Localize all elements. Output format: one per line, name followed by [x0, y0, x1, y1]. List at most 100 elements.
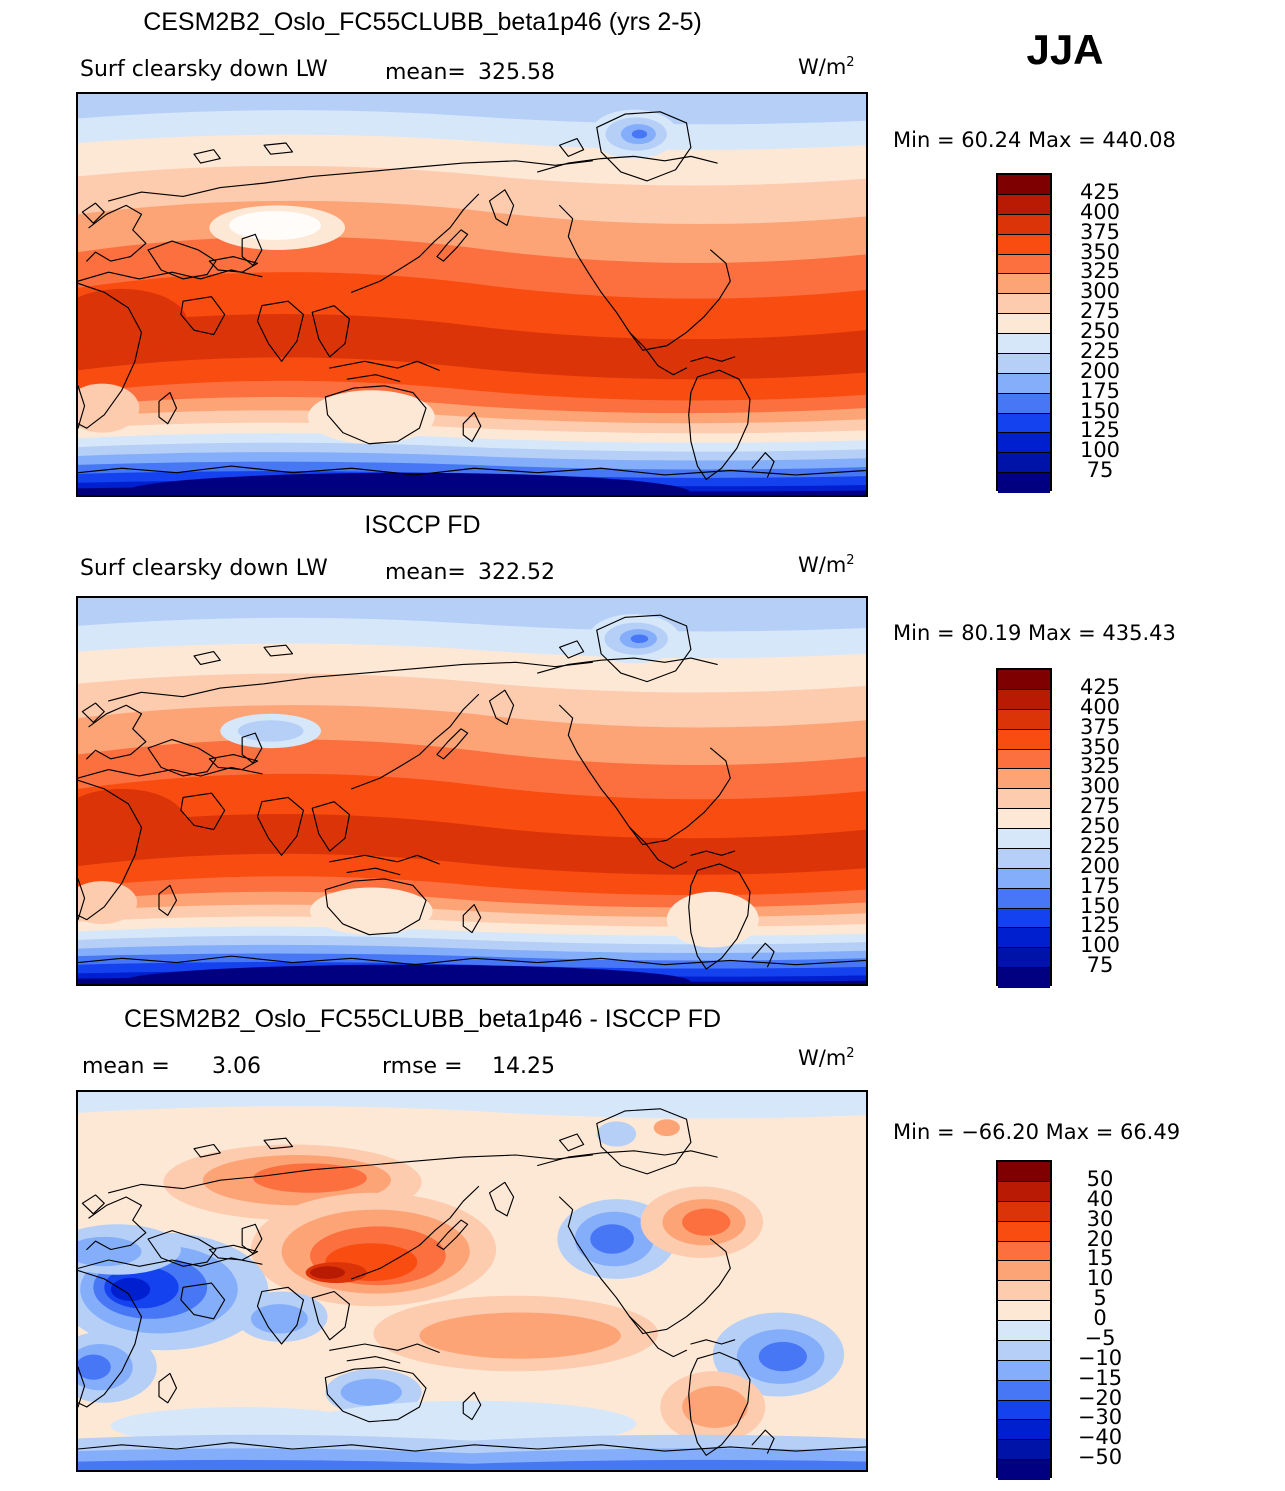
colorbar-band: [998, 1340, 1050, 1361]
colorbar-tick-label: −50: [1077, 1445, 1123, 1470]
colorbar-band: [998, 1420, 1050, 1441]
colorbar-band: [998, 175, 1050, 195]
colorbar-tick-label: 375: [1079, 219, 1121, 244]
colorbar-bands-model: [996, 173, 1052, 493]
colorbar-band: [998, 1162, 1050, 1182]
colorbar-tick-label: 200: [1079, 853, 1121, 878]
colorbar-tick-label: 20: [1086, 1226, 1114, 1251]
colorbar-tick-label: 350: [1079, 734, 1121, 759]
colorbar-tick-label: −10: [1077, 1345, 1123, 1370]
mean-label-difference: mean =: [82, 1054, 170, 1079]
colorbar-tick-label: 425: [1079, 674, 1121, 699]
colorbar-tick-label: 175: [1079, 873, 1121, 898]
colorbar-band: [998, 274, 1050, 295]
mean-label-observation: mean=: [385, 560, 466, 585]
colorbar-tick-label: 150: [1079, 893, 1121, 918]
units-difference: W/m2: [798, 1046, 855, 1070]
colorbar-band: [998, 393, 1050, 414]
colorbar-tick-label: 300: [1079, 279, 1121, 304]
colorbar-tick-label: 400: [1079, 694, 1121, 719]
colorbar-band: [998, 1321, 1050, 1341]
colorbar-tick-label: 400: [1079, 199, 1121, 224]
colorbar-band: [998, 689, 1050, 710]
colorbar-band: [998, 353, 1050, 374]
colorbar-tick-label: 250: [1079, 319, 1121, 343]
colorbar-tick-label: 75: [1086, 953, 1114, 978]
panel-title-observation: ISCCP FD: [364, 511, 481, 539]
colorbar-band: [998, 829, 1050, 849]
colorbar-tick-label: 200: [1079, 358, 1121, 383]
colorbar-tick-label: 125: [1079, 913, 1121, 938]
mean-label-model: mean=: [385, 60, 466, 85]
colorbar-tick-label: −5: [1084, 1325, 1116, 1350]
colorbar-band: [998, 214, 1050, 235]
colorbar-band: [998, 1380, 1050, 1401]
colorbar-band: [998, 1201, 1050, 1222]
season-label: JJA: [1026, 26, 1104, 73]
colorbar-bands-observation: [996, 668, 1052, 988]
map-difference: [76, 1090, 868, 1472]
colorbar-tick-label: 100: [1079, 438, 1121, 463]
colorbar-band: [998, 928, 1050, 949]
colorbar-band: [998, 413, 1050, 434]
colorbar-tick-label: 125: [1079, 418, 1121, 443]
colorbar-band: [998, 314, 1050, 334]
colorbar-band: [998, 334, 1050, 354]
colorbar-tick-label: 325: [1079, 754, 1121, 779]
colorbar-band: [998, 234, 1050, 255]
colorbar-bands-difference: [996, 1160, 1052, 1480]
map-observation: [76, 596, 868, 986]
colorbar-tick-label: 50: [1086, 1166, 1114, 1191]
rmse-label-difference: rmse =: [382, 1054, 463, 1079]
colorbar-tick-label: 225: [1079, 833, 1121, 858]
minmax-difference: Min = −66.20 Max = 66.49: [893, 1120, 1181, 1144]
colorbar-band: [998, 948, 1050, 969]
colorbar-band: [998, 888, 1050, 909]
minmax-observation: Min = 80.19 Max = 435.43: [893, 621, 1176, 645]
colorbar-tick-label: 350: [1079, 239, 1121, 264]
minmax-model: Min = 60.24 Max = 440.08: [893, 128, 1176, 152]
colorbar-band: [998, 294, 1050, 315]
colorbar-band: [998, 908, 1050, 929]
colorbar-band: [998, 373, 1050, 394]
colorbar-band: [998, 1301, 1050, 1321]
colorbar-tick-label: 15: [1086, 1246, 1114, 1271]
colorbar-tick-label: 425: [1079, 179, 1121, 204]
colorbar-band: [998, 1221, 1050, 1242]
colorbar-band: [998, 1460, 1050, 1480]
colorbar-tick-label: 40: [1086, 1186, 1114, 1211]
colorbar-tick-label: 5: [1093, 1286, 1107, 1311]
colorbar-tick-label: 100: [1079, 933, 1121, 958]
colorbar-band: [998, 670, 1050, 690]
colorbar-tick-label: −20: [1077, 1385, 1123, 1410]
colorbar-band: [998, 1241, 1050, 1262]
mean-value-model: 325.58: [478, 60, 555, 85]
map-svg-observation: [78, 598, 866, 984]
colorbar-band: [998, 868, 1050, 889]
panel-title-model: CESM2B2_Oslo_FC55CLUBB_beta1p46 (yrs 2-5…: [143, 8, 702, 36]
rmse-value-difference: 14.25: [492, 1054, 555, 1079]
map-svg-model: [78, 94, 866, 495]
map-model: [76, 92, 868, 497]
colorbar-tick-label: 225: [1079, 338, 1121, 363]
colorbar-tick-label: 300: [1079, 774, 1121, 799]
colorbar-band: [998, 1400, 1050, 1421]
colorbar-band: [998, 1261, 1050, 1282]
colorbar-tick-label: 275: [1079, 299, 1121, 324]
colorbar-band: [998, 473, 1050, 493]
colorbar-band: [998, 1281, 1050, 1302]
colorbar-band: [998, 749, 1050, 770]
colorbar-band: [998, 1440, 1050, 1461]
colorbar-tick-label: 175: [1079, 378, 1121, 403]
colorbar-band: [998, 453, 1050, 474]
colorbar-tick-label: 10: [1086, 1266, 1114, 1291]
mean-value-observation: 322.52: [478, 560, 555, 585]
colorbar-tick-label: 250: [1079, 814, 1121, 838]
colorbar-tick-label: 75: [1086, 458, 1114, 483]
colorbar-tick-label: 150: [1079, 398, 1121, 423]
colorbar-tick-label: 0: [1093, 1306, 1107, 1330]
colorbar-band: [998, 433, 1050, 454]
colorbar-tick-label: 275: [1079, 794, 1121, 819]
colorbar-tick-label: −30: [1077, 1405, 1123, 1430]
panel-title-difference: CESM2B2_Oslo_FC55CLUBB_beta1p46 - ISCCP …: [123, 1005, 722, 1033]
